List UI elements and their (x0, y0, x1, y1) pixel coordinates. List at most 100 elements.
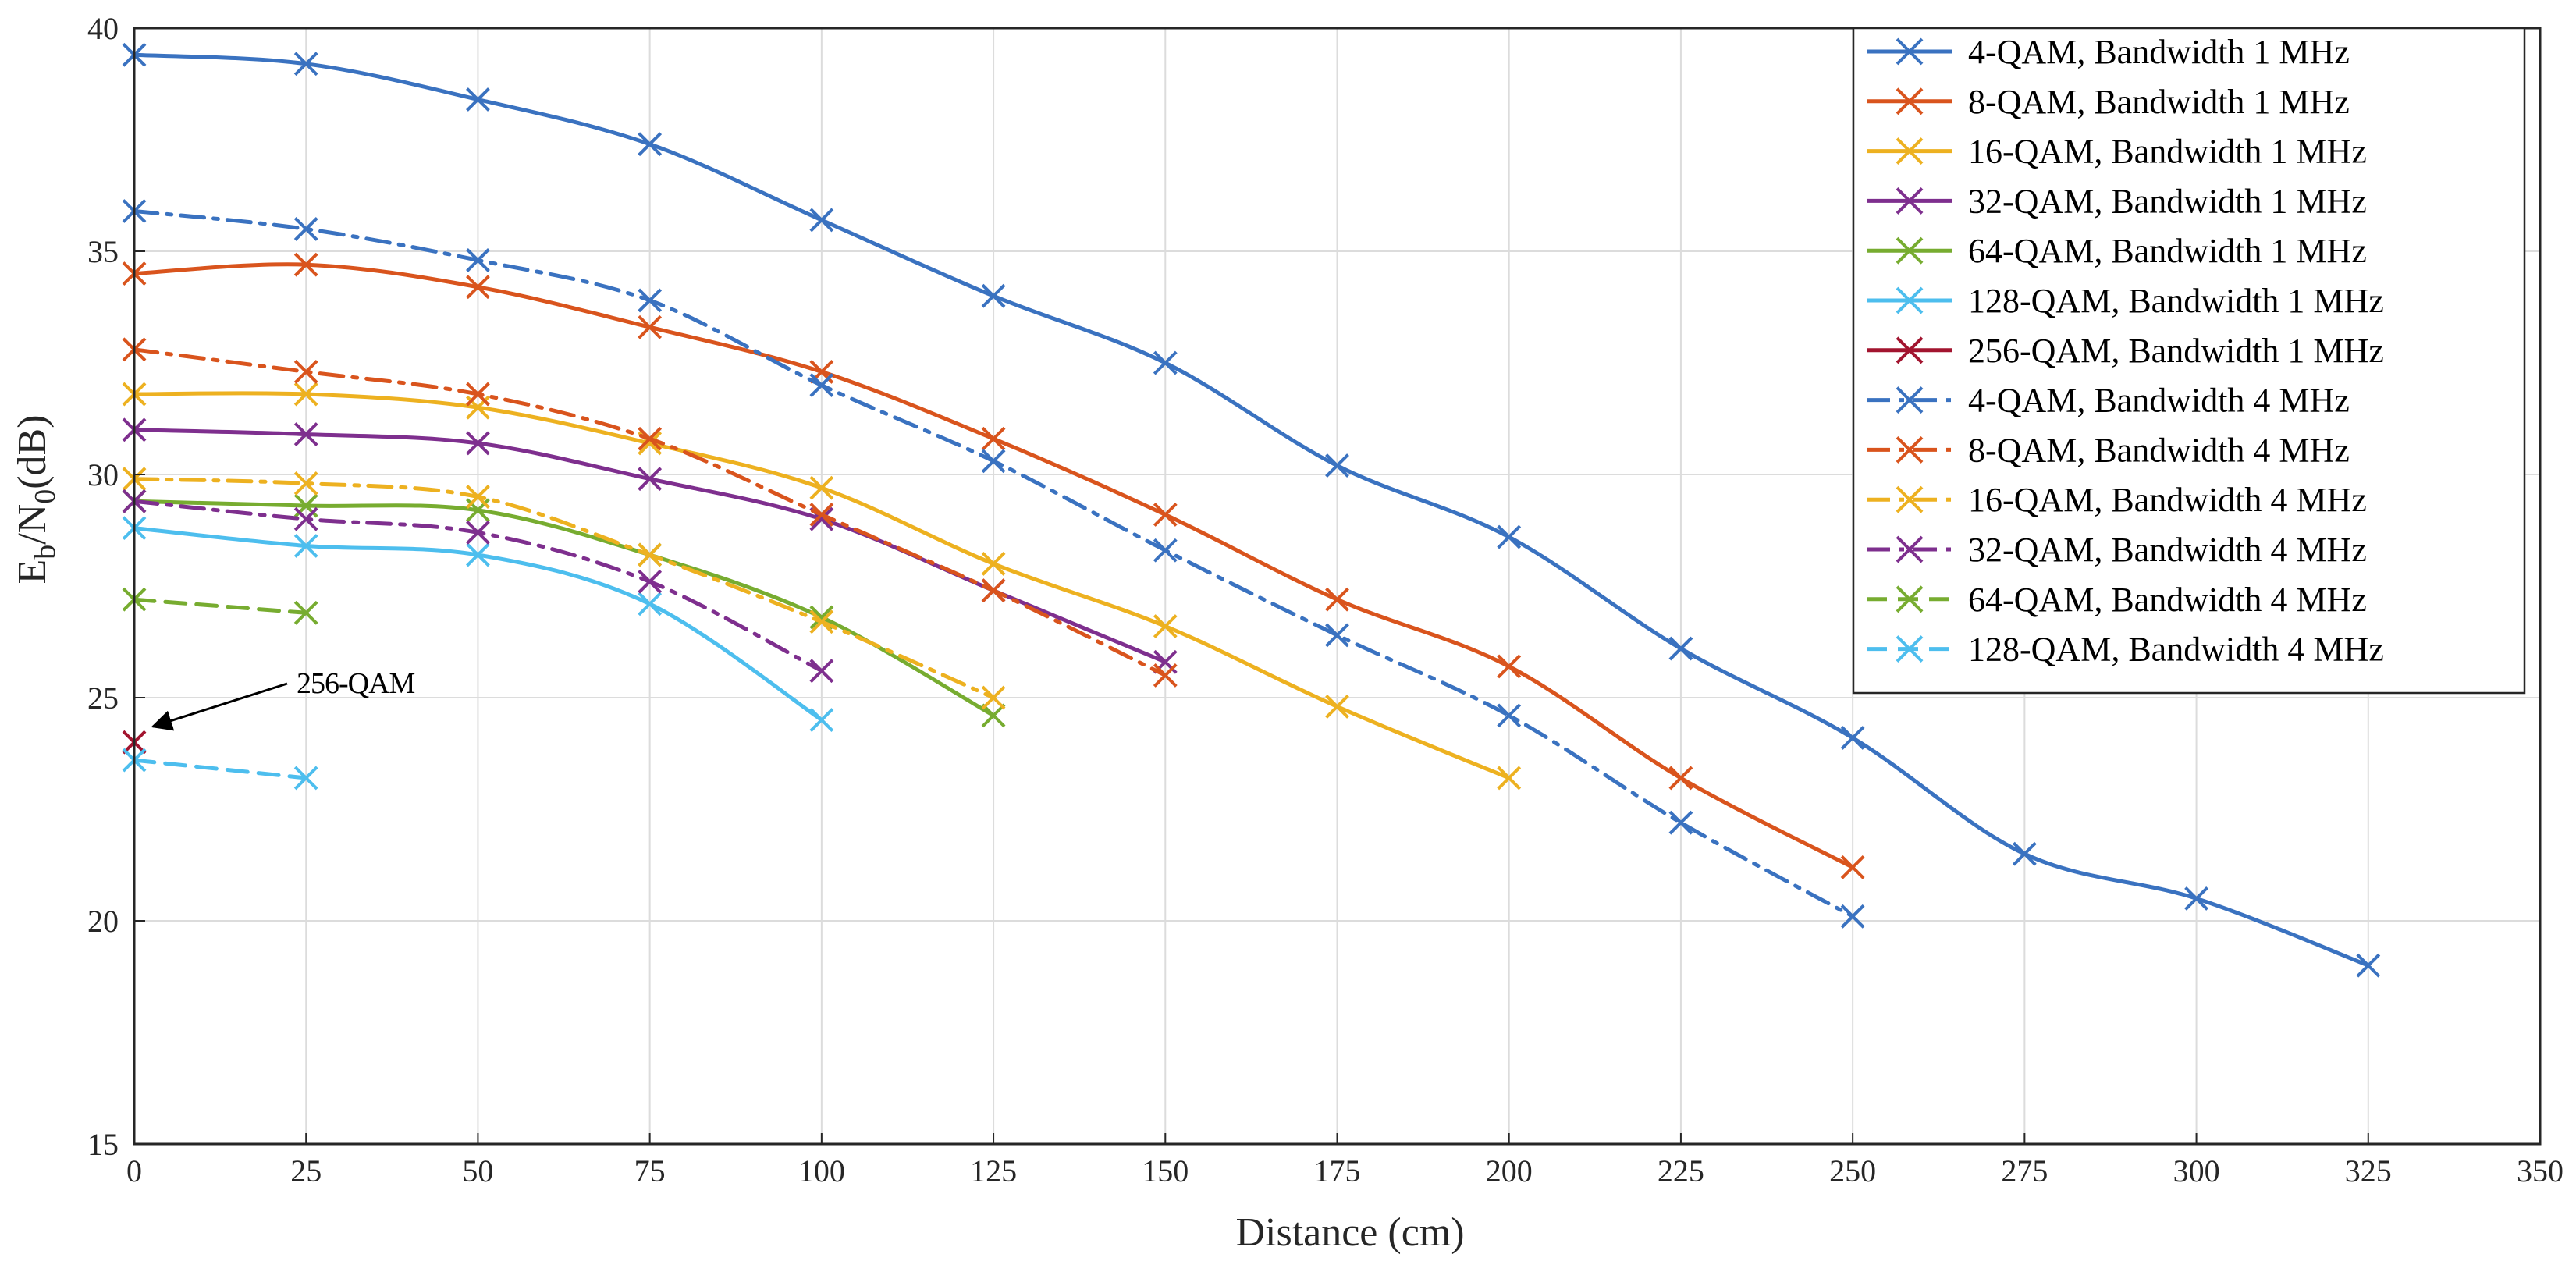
data-point (466, 275, 490, 300)
series-8 (122, 337, 1178, 688)
legend-marker (1896, 37, 1924, 66)
data-point (466, 485, 490, 510)
data-point (981, 449, 1006, 474)
legend-label: 8-QAM, Bandwidth 1 MHz (1968, 83, 2350, 121)
data-point (809, 659, 834, 684)
x-tick-label: 0 (126, 1153, 142, 1189)
data-point (1497, 703, 1522, 728)
x-tick-label: 225 (1658, 1153, 1704, 1189)
data-point (809, 208, 834, 233)
data-point (1325, 453, 1349, 478)
y-tick-label: 35 (87, 234, 119, 269)
data-point (638, 569, 663, 594)
data-point (466, 382, 490, 407)
legend-label: 4-QAM, Bandwidth 1 MHz (1968, 33, 2350, 71)
x-axis-title: Distance (cm) (1235, 1210, 1464, 1255)
data-point (1840, 726, 1865, 750)
annotation-label: 256-QAM (297, 667, 415, 700)
y-tick-label: 25 (87, 680, 119, 716)
legend-label: 32-QAM, Bandwidth 4 MHz (1968, 531, 2367, 569)
data-point (466, 520, 490, 545)
legend-label: 64-QAM, Bandwidth 4 MHz (1968, 581, 2367, 619)
series-line (132, 526, 824, 723)
legend-marker (1896, 87, 1924, 115)
legend-item: 8-QAM, Bandwidth 1 MHz (1867, 83, 2350, 121)
series-line (132, 477, 996, 700)
annotation-256qam: 256-QAM (151, 667, 416, 731)
legend-item: 32-QAM, Bandwidth 4 MHz (1867, 531, 2367, 569)
data-point (1153, 663, 1178, 688)
data-point (293, 52, 318, 76)
y-axis-title: Eb/N0(dB) (10, 414, 62, 584)
legend-marker (1896, 286, 1924, 314)
legend-label: 8-QAM, Bandwidth 4 MHz (1968, 431, 2350, 469)
data-point (293, 422, 318, 446)
data-point (293, 600, 318, 625)
series-line (132, 52, 2371, 968)
data-point (2356, 953, 2381, 978)
series-11 (122, 587, 318, 625)
data-point (1497, 766, 1522, 791)
legend-item: 128-QAM, Bandwidth 1 MHz (1867, 282, 2384, 320)
legend-item: 256-QAM, Bandwidth 1 MHz (1867, 332, 2384, 370)
legend-item: 4-QAM, Bandwidth 4 MHz (1867, 382, 2350, 420)
data-point (1153, 538, 1178, 563)
series-4 (122, 489, 1006, 728)
data-point (293, 534, 318, 558)
series-line (132, 758, 308, 780)
data-point (638, 467, 663, 492)
y-tick-label: 30 (87, 457, 119, 492)
data-point (1325, 623, 1349, 648)
legend-label: 32-QAM, Bandwidth 1 MHz (1968, 182, 2367, 220)
legend-item: 64-QAM, Bandwidth 1 MHz (1867, 232, 2367, 270)
x-tick-label: 350 (2517, 1153, 2564, 1189)
y-tick-label: 20 (87, 904, 119, 939)
data-point (981, 685, 1006, 710)
data-point (1153, 503, 1178, 527)
x-tick-label: 325 (2345, 1153, 2392, 1189)
data-point (466, 248, 490, 272)
data-point (293, 506, 318, 531)
data-point (981, 283, 1006, 308)
data-point (293, 360, 318, 384)
data-point (293, 382, 318, 407)
series-line (132, 209, 1855, 918)
x-tick-label: 275 (2001, 1153, 2048, 1189)
x-tick-label: 50 (462, 1153, 493, 1189)
series-layer (122, 42, 2381, 978)
series-7 (122, 199, 1865, 929)
legend-label: 256-QAM, Bandwidth 1 MHz (1968, 332, 2384, 370)
series-line (132, 499, 996, 718)
legend-item: 32-QAM, Bandwidth 1 MHz (1867, 182, 2367, 220)
series-line (132, 597, 308, 615)
series-10 (122, 489, 834, 684)
legend: 4-QAM, Bandwidth 1 MHz 8-QAM, Bandwidth 1… (1852, 27, 2526, 695)
data-point (1497, 654, 1522, 679)
legend-item: 64-QAM, Bandwidth 4 MHz (1867, 581, 2367, 619)
x-tick-label: 250 (1829, 1153, 1876, 1189)
data-point (1668, 636, 1693, 661)
legend-box (1852, 27, 2526, 695)
legend-marker (1896, 187, 1924, 215)
x-tick-label: 175 (1314, 1153, 1361, 1189)
data-point (1840, 855, 1865, 879)
data-point (809, 503, 834, 527)
legend-label: 128-QAM, Bandwidth 4 MHz (1968, 631, 2384, 669)
data-point (1325, 695, 1349, 719)
data-point (809, 373, 834, 398)
data-point (981, 426, 1006, 451)
data-point (293, 252, 318, 277)
legend-label: 64-QAM, Bandwidth 1 MHz (1968, 232, 2367, 270)
series-12 (122, 748, 318, 791)
legend-marker (1896, 386, 1924, 414)
data-point (809, 475, 834, 500)
legend-marker (1896, 336, 1924, 364)
data-point (1497, 524, 1522, 549)
legend-label: 4-QAM, Bandwidth 4 MHz (1968, 382, 2350, 420)
legend-marker (1896, 435, 1924, 464)
legend-marker (1896, 137, 1924, 165)
data-point (466, 87, 490, 112)
data-point (1668, 810, 1693, 835)
legend-item: 16-QAM, Bandwidth 4 MHz (1867, 481, 2367, 519)
annotation-arrow (151, 682, 288, 731)
